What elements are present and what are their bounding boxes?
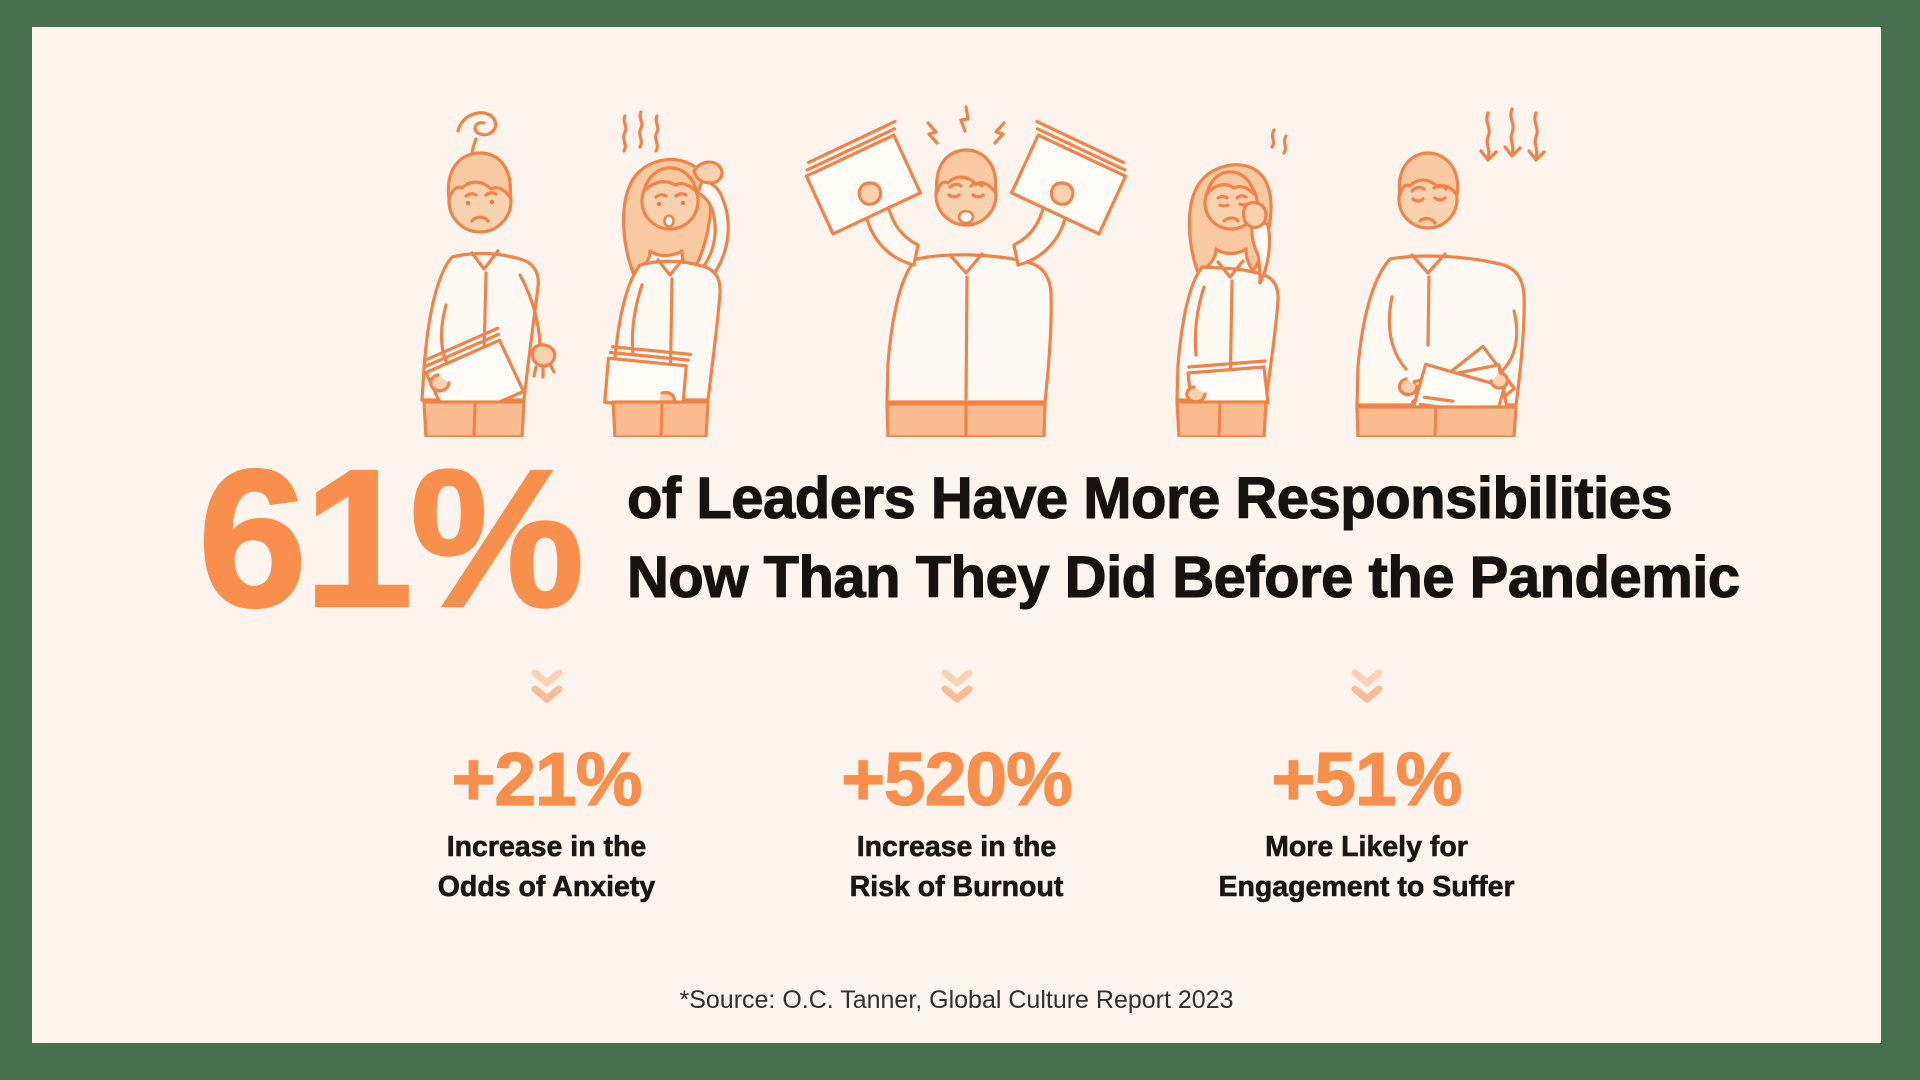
headline-line-1: of Leaders Have More Responsibilities <box>626 465 1673 531</box>
stat-label: More Likely for Engagement to Suffer <box>1218 827 1515 907</box>
double-chevron-down-icon <box>1351 669 1382 703</box>
stressed-workers-illustration <box>420 105 1546 437</box>
stat-label-line-2: Risk of Burnout <box>849 871 1064 904</box>
stat-engagement: +51% More Likely for Engagement to Suffe… <box>1162 737 1572 907</box>
double-chevron-down-icon <box>531 669 562 703</box>
stat-label-line-1: More Likely for <box>1265 831 1468 864</box>
content-panel: 61% of Leaders Have More Responsibilitie… <box>32 27 1881 1043</box>
stat-label-line-1: Increase in the <box>856 831 1057 864</box>
double-chevron-down-icon <box>941 669 972 703</box>
stat-value: +520% <box>841 737 1074 821</box>
stat-burnout: +520% Increase in the Risk of Burnout <box>752 737 1162 907</box>
stat-label-line-2: Engagement to Suffer <box>1218 871 1515 904</box>
figure-man-raising-papers <box>804 105 1128 437</box>
figure-woman-clutching-head <box>603 110 730 437</box>
stats-row: +21% Increase in the Odds of Anxiety +52… <box>32 737 1881 907</box>
stat-label: Increase in the Odds of Anxiety <box>437 827 656 907</box>
hero-percentage: 61% <box>197 429 586 648</box>
stat-value: +21% <box>451 737 643 821</box>
stress-squiggle-icon <box>1270 128 1276 149</box>
figure-exhausted-man <box>1355 107 1546 437</box>
figure-woman-chin-on-hand <box>1175 128 1288 437</box>
chevron-row <box>32 667 1881 705</box>
stat-label-line-2: Odds of Anxiety <box>437 871 656 904</box>
chevron-cell <box>752 667 1162 705</box>
chevron-cell <box>1162 667 1572 705</box>
headline: of Leaders Have More Responsibilities No… <box>626 459 1740 617</box>
lightning-bolt-icon <box>926 121 939 145</box>
stat-value: +51% <box>1271 737 1463 821</box>
figure-dizzy-man-reading <box>420 111 557 437</box>
chevron-cell <box>342 667 752 705</box>
stress-squiggle-icon <box>622 114 628 153</box>
stat-label: Increase in the Risk of Burnout <box>849 827 1064 907</box>
stat-anxiety: +21% Increase in the Odds of Anxiety <box>342 737 752 907</box>
headline-line-2: Now Than They Did Before the Pandemic <box>626 544 1740 610</box>
steam-arrow-icon <box>1479 111 1498 162</box>
source-note: *Source: O.C. Tanner, Global Culture Rep… <box>679 986 1234 1014</box>
stat-label-line-1: Increase in the <box>446 831 647 864</box>
dizzy-spiral-icon <box>456 111 498 137</box>
